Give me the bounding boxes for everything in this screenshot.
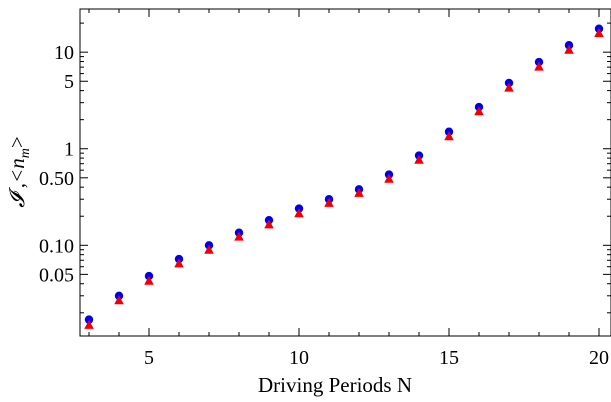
data-point-triangle bbox=[144, 275, 154, 285]
data-point-triangle bbox=[264, 219, 274, 229]
y-axis-label-close: > bbox=[5, 136, 29, 148]
y-tick-label: 0.50 bbox=[39, 168, 74, 190]
data-point-triangle bbox=[114, 295, 124, 305]
data-point-triangle bbox=[384, 173, 394, 183]
y-axis-label-sub: m bbox=[18, 148, 33, 158]
y-tick-label: 0.05 bbox=[39, 264, 74, 286]
y-tick-label: 1 bbox=[64, 139, 74, 161]
y-tick-label: 10 bbox=[54, 42, 74, 64]
x-tick-label: 20 bbox=[589, 347, 609, 369]
data-point-triangle bbox=[324, 197, 334, 207]
data-point-triangle bbox=[174, 258, 184, 268]
data-point-triangle bbox=[444, 131, 454, 141]
data-point-triangle bbox=[84, 319, 94, 329]
y-axis-label-main: 𝓘 ,<n bbox=[5, 158, 29, 207]
y-tick-label: 0.10 bbox=[39, 235, 74, 257]
data-point-triangle bbox=[474, 106, 484, 116]
data-point-triangle bbox=[234, 231, 244, 241]
data-point-triangle bbox=[354, 187, 364, 197]
plot-frame bbox=[79, 8, 611, 337]
data-point-triangle bbox=[294, 208, 304, 218]
data-point-circle bbox=[84, 315, 94, 324]
data-point-triangle bbox=[204, 244, 214, 254]
data-marks bbox=[84, 24, 604, 329]
data-point-triangle bbox=[564, 44, 574, 54]
data-point-triangle bbox=[594, 28, 604, 38]
x-tick-label: 5 bbox=[144, 347, 154, 369]
x-tick-label: 15 bbox=[439, 347, 459, 369]
data-point-triangle bbox=[504, 82, 514, 92]
y-axis-label: 𝓘 ,<nm> bbox=[5, 136, 33, 207]
x-tick-label: 10 bbox=[289, 347, 309, 369]
y-tick-label: 5 bbox=[64, 71, 74, 93]
data-point-triangle bbox=[414, 154, 424, 164]
data-point-triangle bbox=[534, 61, 544, 71]
x-axis-label: Driving Periods N bbox=[258, 373, 412, 397]
